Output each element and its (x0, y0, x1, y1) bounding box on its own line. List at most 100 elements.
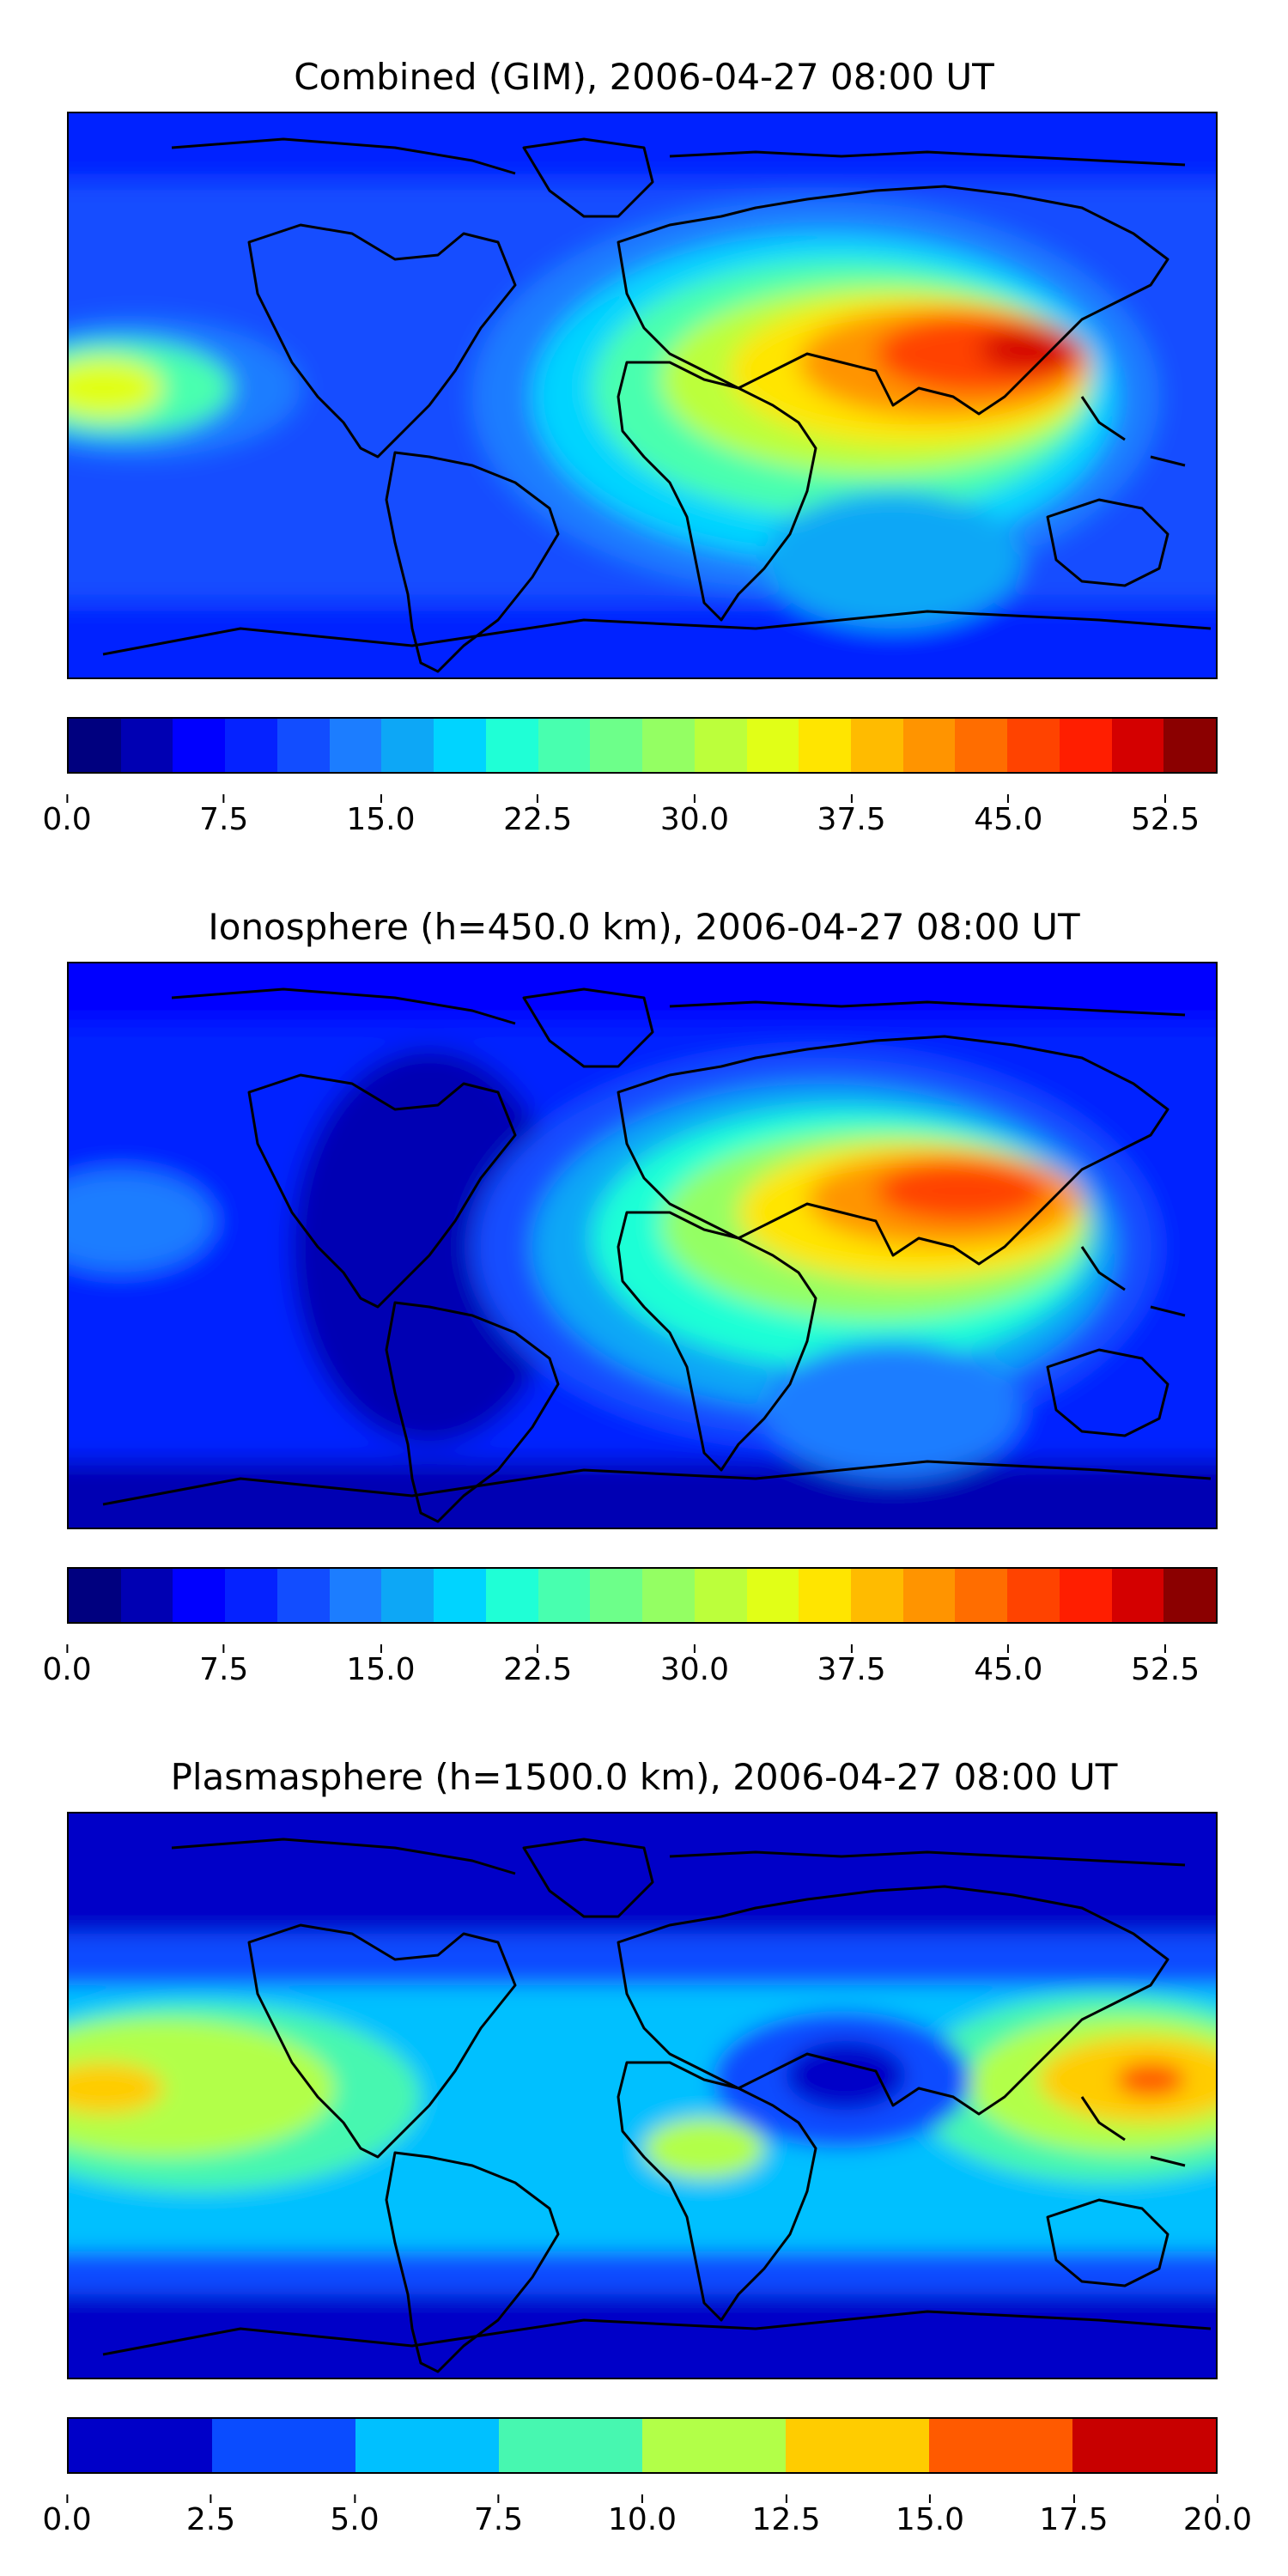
colorbar-segment (276, 719, 330, 772)
colorbar-tick-mark (210, 2494, 212, 2503)
colorbar-tick-label: 15.0 (346, 1644, 416, 1687)
colorbar-segment (538, 719, 591, 772)
colorbar-ionosphere (67, 1567, 1218, 1624)
colorbar-segment (329, 1569, 382, 1622)
colorbar-segment (851, 1569, 903, 1622)
colorbar-segment (225, 1569, 277, 1622)
colorbar-tick-label: 7.5 (199, 1644, 248, 1687)
colorbar-segment (381, 1569, 434, 1622)
colorbar-tick-mark (537, 794, 539, 803)
colorbar-segment (69, 1569, 121, 1622)
colorbar-tick-mark (65, 794, 68, 803)
colorbar-segment (955, 1569, 1008, 1622)
colorbar-tick-mark (693, 1644, 696, 1653)
panel-title-combined: Combined (GIM), 2006-04-27 08:00 UT (294, 56, 994, 98)
colorbar-segment (173, 1569, 226, 1622)
colorbar-tick-mark (1007, 794, 1010, 803)
colorbar-segment (434, 1569, 486, 1622)
colorbar-tick-label: 0.0 (42, 1644, 92, 1687)
colorbar-tick-label: 15.0 (346, 794, 416, 837)
colorbar-tick-label: 30.0 (660, 1644, 729, 1687)
colorbar-tick-label: 52.5 (1131, 1644, 1200, 1687)
colorbar-segment (485, 719, 538, 772)
colorbar-tick-label: 22.5 (503, 1644, 572, 1687)
colorbar-tick-label: 12.5 (751, 2494, 821, 2537)
colorbar-tick-mark (65, 1644, 68, 1653)
colorbar-tick-mark (693, 794, 696, 803)
colorbar-tick-label: 20.0 (1183, 2494, 1252, 2537)
colorbar-tick-label: 5.0 (330, 2494, 380, 2537)
colorbar-ticks-combined: 0.0 7.5 15.0 22.5 30.0 37.5 45.0 52.5 (42, 794, 1218, 854)
colorbar-segment (538, 1569, 591, 1622)
colorbar-segment (1111, 719, 1164, 772)
colorbar-segment (1059, 719, 1112, 772)
colorbar-tick-mark (222, 794, 225, 803)
colorbar-segment (225, 719, 277, 772)
colorbar-segment (746, 1569, 799, 1622)
colorbar-segment (642, 719, 695, 772)
colorbar-segment (1163, 1569, 1217, 1622)
colorbar-tick-mark (497, 2494, 500, 2503)
colorbar-segment (642, 1569, 695, 1622)
colorbar-tick-label: 7.5 (199, 794, 248, 837)
colorbar-segment (799, 719, 852, 772)
colorbar-tick-label: 45.0 (974, 794, 1042, 837)
colorbar-segment (276, 1569, 330, 1622)
colorbar-segment (485, 1569, 538, 1622)
colorbar-segment (799, 1569, 852, 1622)
colorbar-tick-mark (1217, 2494, 1218, 2503)
colorbar-segment (694, 719, 747, 772)
colorbar-segment (642, 2419, 786, 2472)
colorbar-tick-label: 30.0 (660, 794, 729, 837)
map-ionosphere (67, 962, 1218, 1529)
colorbar-tick-label: 22.5 (503, 794, 572, 837)
colorbar-tick-mark (380, 794, 382, 803)
colorbar-tick-mark (1164, 1644, 1167, 1653)
colorbar-segment (120, 1569, 173, 1622)
colorbar-segment (694, 1569, 747, 1622)
colorbar-segment (1007, 1569, 1060, 1622)
map-plasmasphere (67, 1812, 1218, 2379)
colorbar-tick-label: 52.5 (1131, 794, 1200, 837)
colorbar-tick-mark (353, 2494, 355, 2503)
colorbar-tick-label: 37.5 (817, 794, 886, 837)
colorbar-tick-mark (537, 1644, 539, 1653)
colorbar-tick-label: 0.0 (42, 2494, 92, 2537)
colorbar-tick-label: 45.0 (974, 1644, 1042, 1687)
colorbar-segment (1059, 1569, 1112, 1622)
colorbar-tick-mark (929, 2494, 931, 2503)
colorbar-segment (69, 719, 121, 772)
colorbar-segment (434, 719, 486, 772)
colorbar-segment (929, 2419, 1072, 2472)
colorbar-tick-label: 2.5 (186, 2494, 235, 2537)
colorbar-segment (173, 719, 226, 772)
colorbar-segment (1007, 719, 1060, 772)
colorbar-tick-label: 0.0 (42, 794, 92, 837)
colorbar-segment (902, 719, 956, 772)
colorbar-segment (120, 719, 173, 772)
colorbar-tick-mark (380, 1644, 382, 1653)
panel-title-plasmasphere: Plasmasphere (h=1500.0 km), 2006-04-27 0… (170, 1756, 1118, 1798)
colorbar-combined (67, 717, 1218, 774)
colorbar-tick-mark (1072, 2494, 1075, 2503)
colorbar-tick-mark (1164, 794, 1167, 803)
colorbar-segment (786, 2419, 929, 2472)
colorbar-tick-label: 15.0 (896, 2494, 964, 2537)
colorbar-segment (955, 719, 1008, 772)
colorbar-segment (69, 2419, 212, 2472)
colorbar-tick-mark (850, 794, 853, 803)
colorbar-tick-mark (785, 2494, 787, 2503)
colorbar-segment (590, 719, 643, 772)
colorbar-segment (499, 2419, 642, 2472)
colorbar-segment (851, 719, 903, 772)
panel-title-ionosphere: Ionosphere (h=450.0 km), 2006-04-27 08:0… (208, 906, 1080, 948)
colorbar-segment (212, 2419, 355, 2472)
colorbar-tick-mark (1007, 1644, 1010, 1653)
colorbar-tick-label: 17.5 (1039, 2494, 1109, 2537)
colorbar-tick-label: 7.5 (474, 2494, 523, 2537)
colorbar-segment (902, 1569, 956, 1622)
colorbar-tick-mark (65, 2494, 68, 2503)
colorbar-tick-mark (641, 2494, 643, 2503)
colorbar-segment (1111, 1569, 1164, 1622)
colorbar-segment (590, 1569, 643, 1622)
